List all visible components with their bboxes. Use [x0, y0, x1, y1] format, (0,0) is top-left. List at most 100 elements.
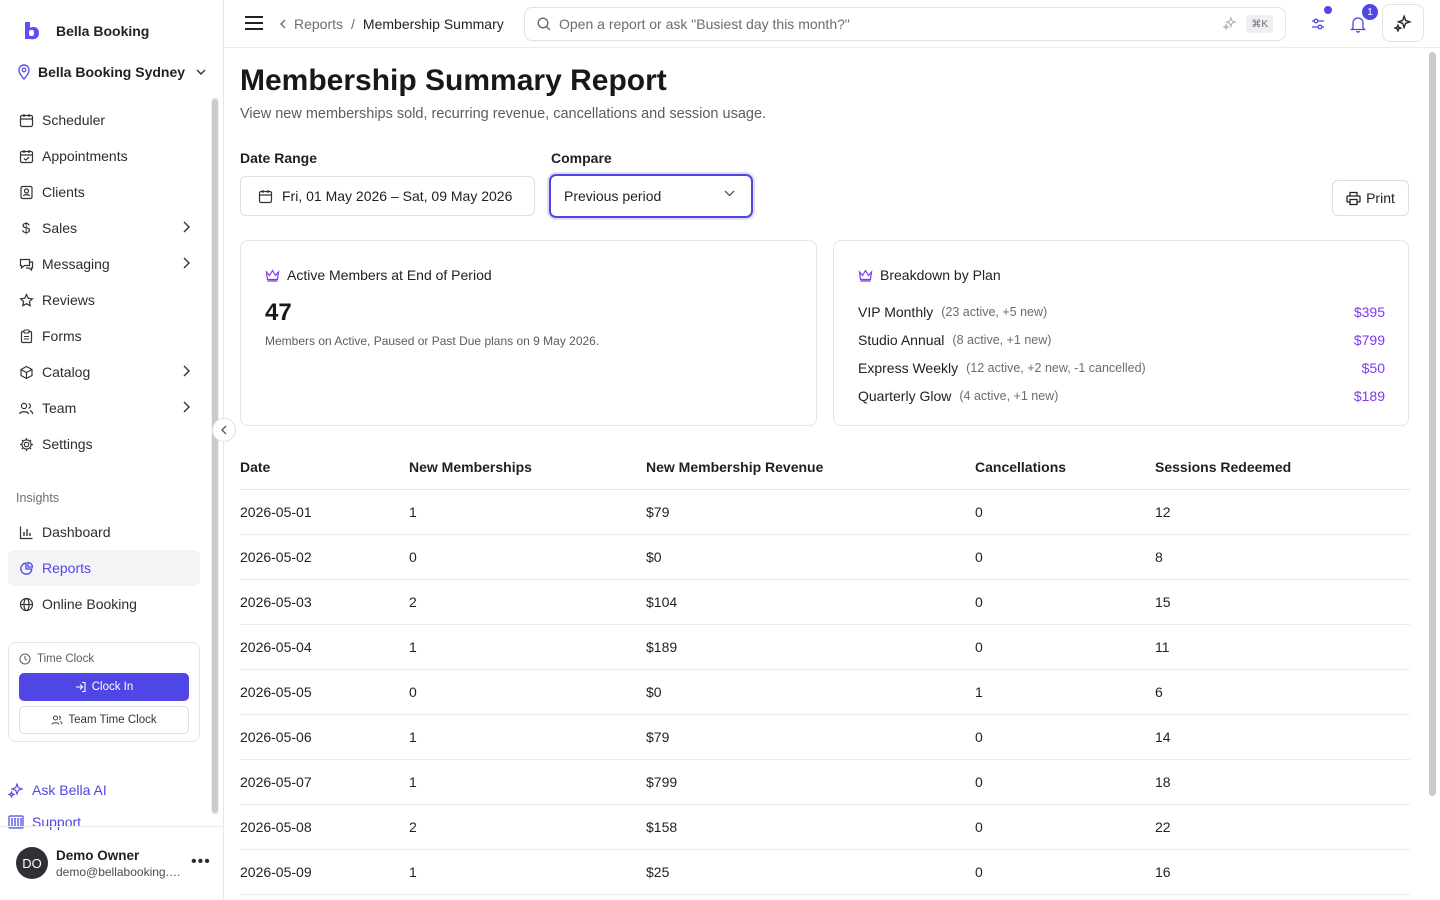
cell-cancellations: 0 — [975, 729, 983, 745]
cell-date: 2026-05-08 — [240, 819, 312, 835]
sidebar-item-settings[interactable]: Settings — [8, 426, 200, 462]
compare-label: Compare — [551, 150, 612, 166]
filters-button[interactable] — [1304, 6, 1332, 38]
column-header[interactable]: Cancellations — [975, 458, 1067, 475]
menu-icon[interactable] — [244, 14, 264, 35]
sidebar-item-reviews[interactable]: Reviews — [8, 282, 200, 318]
cell-sessions: 12 — [1155, 504, 1171, 520]
plan-price: $50 — [1361, 360, 1385, 376]
box-icon — [18, 364, 34, 380]
insights-nav: Dashboard Reports Online Booking — [8, 514, 200, 622]
user-email: demo@bellabooking.com — [56, 865, 184, 879]
table-body: 2026-05-01 1 $79 0 12 2026-05-02 0 $0 0 8 2026-0… — [240, 490, 1410, 895]
page-subtitle: View new memberships sold, recurring rev… — [240, 106, 767, 122]
cell-date: 2026-05-05 — [240, 684, 312, 700]
cell-date: 2026-05-07 — [240, 774, 312, 790]
location-selector[interactable]: Bella Booking Sydney — [17, 64, 206, 80]
sidebar-item-online-booking[interactable]: Online Booking — [8, 586, 200, 622]
sidebar-item-team[interactable]: Team — [8, 390, 200, 426]
brand[interactable]: Bella Booking — [22, 20, 149, 42]
sidebar-item-clients[interactable]: Clients — [8, 174, 200, 210]
sidebar-item-sales[interactable]: $ Sales — [8, 210, 200, 246]
column-header[interactable]: Sessions Redeemed — [1155, 458, 1292, 475]
sidebar-item-label: Clients — [42, 184, 85, 200]
sidebar-item-scheduler[interactable]: Scheduler — [8, 102, 200, 138]
scrollbar-thumb[interactable] — [212, 99, 218, 813]
table-row: 2026-05-06 1 $79 0 14 — [240, 715, 1410, 760]
sidebar-scrollbar[interactable] — [211, 97, 219, 815]
cell-revenue: $79 — [646, 729, 670, 745]
cell-revenue: $158 — [646, 819, 678, 835]
ask-bella-ai-link[interactable]: Ask Bella AI — [8, 778, 107, 802]
clock-in-button[interactable]: Clock In — [19, 673, 189, 701]
sparkle-icon — [8, 782, 24, 798]
contact-icon — [18, 184, 34, 200]
page-title: Membership Summary Report — [240, 64, 667, 97]
cell-cancellations: 0 — [975, 819, 983, 835]
team-time-clock-button[interactable]: Team Time Clock — [19, 706, 189, 734]
main-scrollbar[interactable] — [1426, 48, 1438, 900]
sparkle-icon — [1394, 14, 1412, 32]
sidebar-item-forms[interactable]: Forms — [8, 318, 200, 354]
search-input[interactable] — [559, 16, 1199, 32]
sidebar-item-dashboard[interactable]: Dashboard — [8, 514, 200, 550]
plan-row: Studio Annual (8 active, +1 new) $799 — [858, 326, 1385, 354]
cell-date: 2026-05-02 — [240, 549, 312, 565]
sidebar-item-label: Scheduler — [42, 112, 106, 128]
calendar-check-icon — [18, 148, 34, 164]
plan-detail: (23 active, +5 new) — [941, 305, 1048, 319]
sparkle-icon — [1223, 16, 1237, 30]
table-row: 2026-05-05 0 $0 1 6 — [240, 670, 1410, 715]
cell-cancellations: 0 — [975, 864, 983, 880]
scrollbar-thumb[interactable] — [1429, 52, 1436, 796]
breadcrumb-reports[interactable]: Reports — [294, 16, 344, 32]
cell-revenue: $189 — [646, 639, 678, 655]
active-members-card: Active Members at End of Period 47 Membe… — [240, 240, 817, 426]
print-button[interactable]: Print — [1332, 180, 1409, 216]
user-profile[interactable]: DO Demo Owner demo@bellabooking.com ••• — [0, 826, 224, 900]
compare-select[interactable]: Previous period — [549, 174, 753, 218]
cell-new-memberships: 1 — [409, 729, 417, 745]
star-icon — [18, 292, 34, 308]
top-bar: Reports / Membership Summary ⌘K 1 — [224, 0, 1440, 48]
search-bar[interactable]: ⌘K — [524, 7, 1286, 41]
dollar-icon: $ — [21, 219, 31, 237]
cell-revenue: $79 — [646, 504, 670, 520]
crown-icon — [265, 268, 280, 282]
cell-revenue: $799 — [646, 774, 678, 790]
cell-date: 2026-05-06 — [240, 729, 312, 745]
sidebar-item-label: Catalog — [42, 364, 91, 380]
notifications-button[interactable]: 1 — [1344, 4, 1378, 38]
column-header[interactable]: New Membership Revenue — [646, 458, 824, 475]
cell-revenue: $0 — [646, 549, 662, 565]
active-members-value: 47 — [265, 299, 292, 326]
more-options-icon[interactable]: ••• — [191, 853, 211, 870]
sidebar-item-label: Messaging — [42, 256, 110, 272]
cell-sessions: 8 — [1155, 549, 1163, 565]
ai-assistant-button[interactable] — [1382, 4, 1424, 42]
sidebar-item-appointments[interactable]: Appointments — [8, 138, 200, 174]
chevron-right-icon — [183, 221, 190, 233]
date-range-value: Fri, 01 May 2026 – Sat, 09 May 2026 — [282, 188, 513, 204]
column-header[interactable]: New Memberships — [409, 458, 532, 475]
indicator-dot — [1324, 6, 1332, 14]
plan-row: Express Weekly (12 active, +2 new, -1 ca… — [858, 354, 1385, 382]
breadcrumb: Reports / Membership Summary — [280, 16, 504, 32]
time-clock-panel: Time Clock Clock In Team Time Clock — [8, 642, 200, 742]
column-header[interactable]: Date — [240, 458, 271, 475]
table-row: 2026-05-08 2 $158 0 22 — [240, 805, 1410, 850]
sidebar-item-messaging[interactable]: Messaging — [8, 246, 200, 282]
users-icon — [18, 400, 34, 416]
sidebar-item-reports[interactable]: Reports — [8, 550, 200, 586]
sidebar-item-label: Forms — [42, 328, 82, 344]
active-members-note: Members on Active, Paused or Past Due pl… — [265, 334, 600, 348]
cell-sessions: 6 — [1155, 684, 1163, 700]
plan-list: VIP Monthly (23 active, +5 new) $395 Stu… — [858, 298, 1385, 410]
main-nav: Scheduler Appointments Clients $ Sales M… — [8, 102, 200, 462]
table-row: 2026-05-02 0 $0 0 8 — [240, 535, 1410, 580]
sidebar-item-catalog[interactable]: Catalog — [8, 354, 200, 390]
collapse-sidebar-button[interactable] — [212, 418, 236, 442]
plan-price: $799 — [1353, 332, 1385, 348]
globe-icon — [18, 596, 34, 612]
date-range-picker[interactable]: Fri, 01 May 2026 – Sat, 09 May 2026 — [240, 176, 535, 216]
